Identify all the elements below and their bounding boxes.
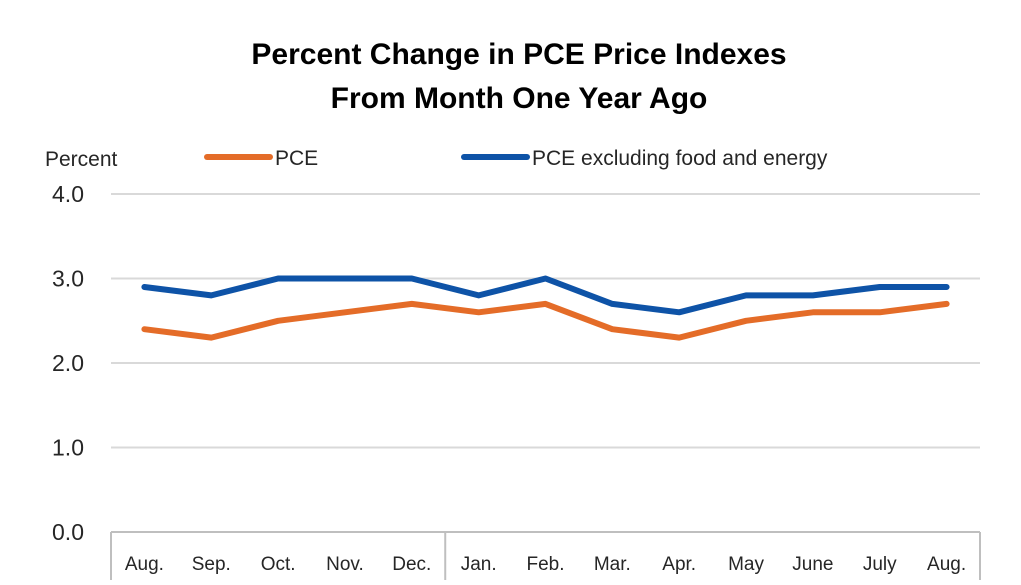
chart-title-line-2: From Month One Year Ago — [331, 82, 708, 115]
x-tick-label: Dec. — [392, 554, 431, 575]
x-tick-label: Aug. — [927, 554, 966, 575]
y-axis-label: Percent — [45, 148, 118, 171]
x-tick-label: Aug. — [125, 554, 164, 575]
legend: PCE PCE excluding food and energy — [204, 147, 828, 170]
y-tick-label: 4.0 — [52, 181, 84, 207]
chart-title-line-1: Percent Change in PCE Price Indexes — [251, 38, 786, 71]
x-tick-label: July — [863, 554, 897, 575]
x-tick-label: June — [792, 554, 833, 575]
y-tick-label: 1.0 — [52, 435, 84, 461]
legend-label-pce: PCE — [275, 147, 318, 170]
x-tick-label: Jan. — [461, 554, 497, 575]
series-lines — [141, 275, 950, 341]
x-tick-label: Sep. — [192, 554, 231, 575]
x-tick-label: Oct. — [261, 554, 296, 575]
series-line-pce — [141, 300, 950, 341]
x-tick-label: May — [728, 554, 764, 575]
x-tick-label: Nov. — [326, 554, 364, 575]
y-tick-label: 2.0 — [52, 350, 84, 376]
chart-title: Percent Change in PCE Price Indexes From… — [251, 38, 786, 115]
y-tick-label: 3.0 — [52, 266, 84, 292]
x-tick-label: Feb. — [526, 554, 564, 575]
x-axis — [110, 531, 981, 585]
x-tick-label: Apr. — [662, 554, 696, 575]
legend-label-pce-core: PCE excluding food and energy — [532, 147, 828, 170]
x-axis-ticks: Aug. Sep. Oct. Nov. Dec. Jan. Feb. Mar. Apr. May J… — [125, 554, 966, 575]
y-tick-label: 0.0 — [52, 519, 84, 545]
x-tick-label: Mar. — [594, 554, 631, 575]
gridlines — [111, 193, 980, 449]
y-axis-ticks: 0.0 1.0 2.0 3.0 4.0 — [52, 181, 84, 545]
series-line-pce-core — [141, 275, 950, 316]
